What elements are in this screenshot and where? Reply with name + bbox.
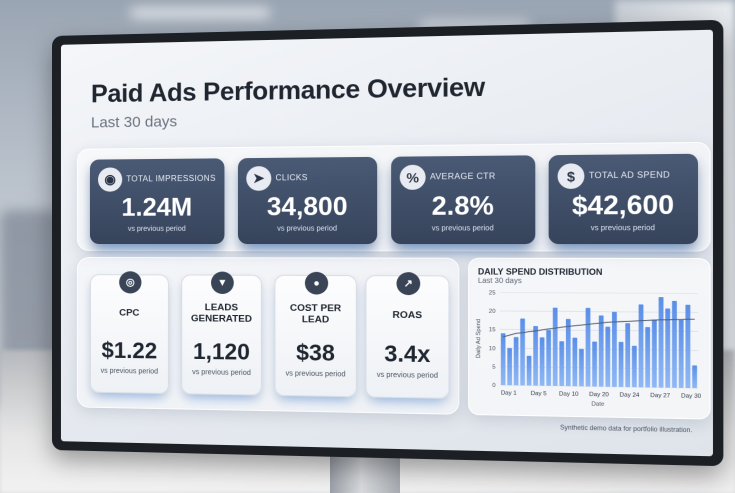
x-tick-label: Day 30	[681, 393, 701, 400]
kpi-card-impressions[interactable]: ◉ TOTAL IMPRESSIONS 1.24M vs previous pe…	[90, 158, 225, 244]
kpi-comparison: vs previous period	[238, 225, 377, 232]
spend-chart-panel[interactable]: DAILY SPEND DISTRIBUTION Last 30 days 05…	[468, 258, 711, 420]
metric-card-roas[interactable]: ↗ ROAS 3.4x vs previous period	[365, 275, 449, 399]
metric-card-cpc[interactable]: ◎ CPC $1.22 vs previous period	[90, 274, 169, 394]
chart-bar	[507, 348, 512, 385]
metric-value: 1,120	[182, 338, 261, 365]
x-tick-label: Day 1	[501, 390, 517, 397]
chart-bar	[659, 297, 664, 388]
metric-label: COST PER LEAD	[278, 303, 354, 326]
kpi-card-ad-spend[interactable]: $ TOTAL AD SPEND $42,600 vs previous per…	[549, 154, 698, 244]
y-tick-label: 5	[492, 364, 495, 370]
metric-label: CPC	[93, 307, 166, 319]
kpi-label: CLICKS	[275, 173, 307, 182]
metric-comparison: vs previous period	[366, 372, 448, 381]
kpi-card-clicks[interactable]: ➤ CLICKS 34,800 vs previous period	[238, 157, 377, 244]
metric-value: $38	[275, 339, 355, 367]
kpi-panel: ◉ TOTAL IMPRESSIONS 1.24M vs previous pe…	[77, 142, 711, 252]
chart-bar	[652, 320, 657, 388]
chart-bar	[501, 333, 506, 385]
y-tick-label: 0	[492, 383, 495, 389]
kpi-label: AVERAGE CTR	[430, 171, 496, 181]
chart-bar	[645, 327, 650, 387]
metric-card-cost-per-lead[interactable]: ● COST PER LEAD $38 vs previous period	[274, 275, 356, 397]
chart-bar	[599, 315, 604, 386]
page-subtitle: Last 30 days	[91, 113, 177, 131]
x-tick-label: Day 27	[650, 393, 670, 400]
x-tick-label: Day 20	[589, 392, 609, 399]
dollar-spend-icon: $	[558, 163, 585, 189]
y-tick-label: 20	[489, 309, 496, 315]
kpi-comparison: vs previous period	[391, 225, 535, 233]
chart-bar	[685, 305, 690, 388]
kpi-comparison: vs previous period	[549, 225, 698, 233]
eye-icon: ◉	[98, 167, 122, 191]
kpi-value: 34,800	[238, 192, 377, 222]
chart-bar	[553, 308, 558, 386]
x-tick-label: Day 5	[531, 391, 547, 398]
kpi-card-ctr[interactable]: % AVERAGE CTR 2.8% vs previous period	[391, 155, 535, 244]
y-tick-label: 15	[489, 327, 496, 333]
chart-bar	[514, 337, 519, 385]
monitor: Paid Ads Performance Overview Last 30 da…	[52, 20, 723, 466]
x-tick-label: Day 10	[559, 391, 578, 398]
metric-card-leads[interactable]: ▼ LEADS GENERATED 1,120 vs previous peri…	[181, 274, 262, 395]
chart-bar	[586, 308, 591, 387]
kpi-label: TOTAL IMPRESSIONS	[126, 174, 216, 184]
coins-icon: ◎	[119, 271, 141, 293]
chart-bar	[533, 326, 538, 386]
grid-line	[500, 292, 698, 293]
cursor-click-icon: ➤	[246, 166, 271, 191]
y-axis-label: Daily Ad Spend	[476, 319, 483, 358]
kpi-value: 1.24M	[90, 193, 225, 223]
percent-icon: %	[400, 165, 426, 190]
kpi-comparison: vs previous period	[90, 226, 225, 233]
chart-bar	[679, 320, 684, 388]
y-tick-label: 25	[489, 290, 496, 296]
metric-value: $1.22	[91, 337, 168, 364]
metric-label: ROAS	[369, 309, 447, 321]
kpi-label: TOTAL AD SPEND	[589, 170, 670, 180]
chart-bar	[559, 341, 564, 386]
metric-comparison: vs previous period	[91, 368, 168, 376]
chart-bar	[692, 365, 697, 388]
chart-bar	[592, 342, 597, 387]
spend-chart: 0 5 10 15 20 25 Daily Ad Spend Day 1 Day 5 Day 10…	[469, 259, 712, 421]
footnote: Synthetic demo data for portfolio illust…	[560, 425, 692, 434]
trend-up-icon: ↗	[396, 272, 420, 295]
kpi-value: $42,600	[549, 190, 698, 222]
chart-bar	[605, 327, 610, 387]
user-dollar-icon: ●	[305, 272, 328, 295]
chart-bar	[639, 305, 644, 388]
chart-bar	[527, 356, 532, 386]
chart-bar	[572, 338, 577, 387]
chart-bar	[612, 312, 617, 387]
kpi-value: 2.8%	[391, 191, 535, 222]
metric-label: LEADS GENERATED	[184, 302, 258, 325]
chart-bar	[546, 330, 551, 386]
dashboard-screen: Paid Ads Performance Overview Last 30 da…	[61, 30, 713, 457]
chart-bar	[540, 337, 545, 385]
metric-comparison: vs previous period	[182, 369, 261, 377]
x-tick-label: Day 24	[620, 392, 640, 399]
chart-bar	[625, 323, 630, 387]
chart-bar	[672, 301, 677, 388]
chart-bar	[566, 319, 571, 386]
y-tick-label: 10	[489, 346, 496, 352]
funnel-icon: ▼	[211, 272, 234, 295]
chart-bar	[665, 308, 670, 387]
metrics-panel: ◎ CPC $1.22 vs previous period ▼ LEADS G…	[77, 257, 459, 415]
chart-bar	[632, 346, 637, 387]
metric-comparison: vs previous period	[275, 370, 355, 378]
chart-bar	[579, 349, 584, 386]
chart-bar	[520, 319, 525, 386]
page-title: Paid Ads Performance Overview	[91, 73, 485, 110]
chart-bar	[619, 342, 624, 387]
x-axis-label: Date	[591, 401, 604, 408]
ceiling-light	[130, 8, 270, 18]
metric-value: 3.4x	[366, 340, 448, 368]
